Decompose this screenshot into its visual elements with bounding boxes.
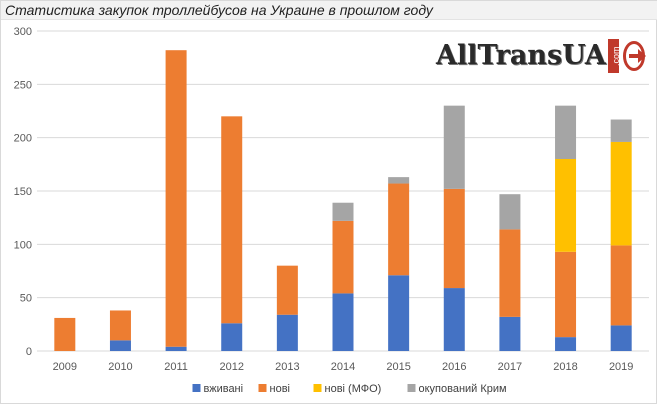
y-tick-label: 200 [14, 133, 32, 145]
y-tick-label: 0 [26, 346, 32, 358]
bar-segment [332, 293, 354, 351]
bar-segment [555, 159, 577, 252]
bar-segment [499, 194, 521, 230]
bar-segment [610, 141, 632, 246]
bar-segment [499, 229, 521, 317]
y-tick-label: 50 [20, 293, 32, 305]
legend-swatch [192, 384, 201, 392]
bar-segment [443, 105, 465, 189]
logo-wordmark: AllTransUA [435, 39, 607, 73]
bar-segment [555, 251, 577, 338]
bar-segment [499, 316, 521, 351]
bar-segment [610, 325, 632, 351]
bar-segment [109, 310, 131, 341]
bar-segment [165, 50, 187, 347]
bar-segment [610, 245, 632, 326]
x-tick-label: 2017 [498, 361, 522, 373]
bar-segment [388, 177, 410, 184]
logo: AllTransUA .com [435, 38, 646, 74]
y-tick-label: 300 [14, 26, 32, 38]
x-tick-label: 2014 [331, 361, 355, 373]
x-tick-label: 2015 [386, 361, 410, 373]
chart-title: Статистика закупок троллейбусов на Украи… [5, 2, 433, 18]
legend-label: вживані [204, 383, 244, 395]
logo-arrow-icon [622, 41, 646, 71]
x-tick-label: 2009 [53, 361, 77, 373]
y-tick-label: 150 [14, 186, 32, 198]
legend-swatch [313, 384, 322, 392]
x-tick-label: 2011 [164, 361, 188, 373]
bar-segment [443, 188, 465, 289]
x-tick-label: 2010 [108, 361, 132, 373]
bar-segment [221, 116, 243, 324]
logo-dotcom: .com [610, 46, 621, 66]
legend-swatch [407, 384, 416, 392]
title-bar: Статистика закупок троллейбусов на Украи… [1, 1, 657, 20]
bar-segment [388, 183, 410, 276]
x-tick-label: 2018 [553, 361, 577, 373]
x-tick-label: 2019 [609, 361, 633, 373]
bar-segment [555, 105, 577, 159]
legend-swatch [258, 384, 267, 392]
bar-segment [109, 340, 131, 351]
x-tick-label: 2016 [442, 361, 466, 373]
bar-segment [276, 314, 298, 351]
y-tick-label: 100 [14, 239, 32, 251]
logo-badge: .com [607, 39, 621, 73]
legend-label: окупований Крим [419, 383, 507, 395]
x-tick-label: 2012 [219, 361, 243, 373]
y-tick-label: 250 [14, 79, 32, 91]
bar-segment [54, 317, 76, 351]
bar-segment [610, 119, 632, 142]
bar-segment [555, 337, 577, 351]
bar-segment [332, 202, 354, 221]
legend-label: нові [270, 383, 290, 395]
bar-segment [443, 288, 465, 351]
bar-segment [221, 323, 243, 351]
legend-label: нові (МФО) [325, 383, 382, 395]
bar-segment [388, 275, 410, 351]
x-tick-label: 2013 [275, 361, 299, 373]
bar-segment [165, 346, 187, 351]
bar-segment [332, 220, 354, 294]
bar-segment [276, 265, 298, 315]
